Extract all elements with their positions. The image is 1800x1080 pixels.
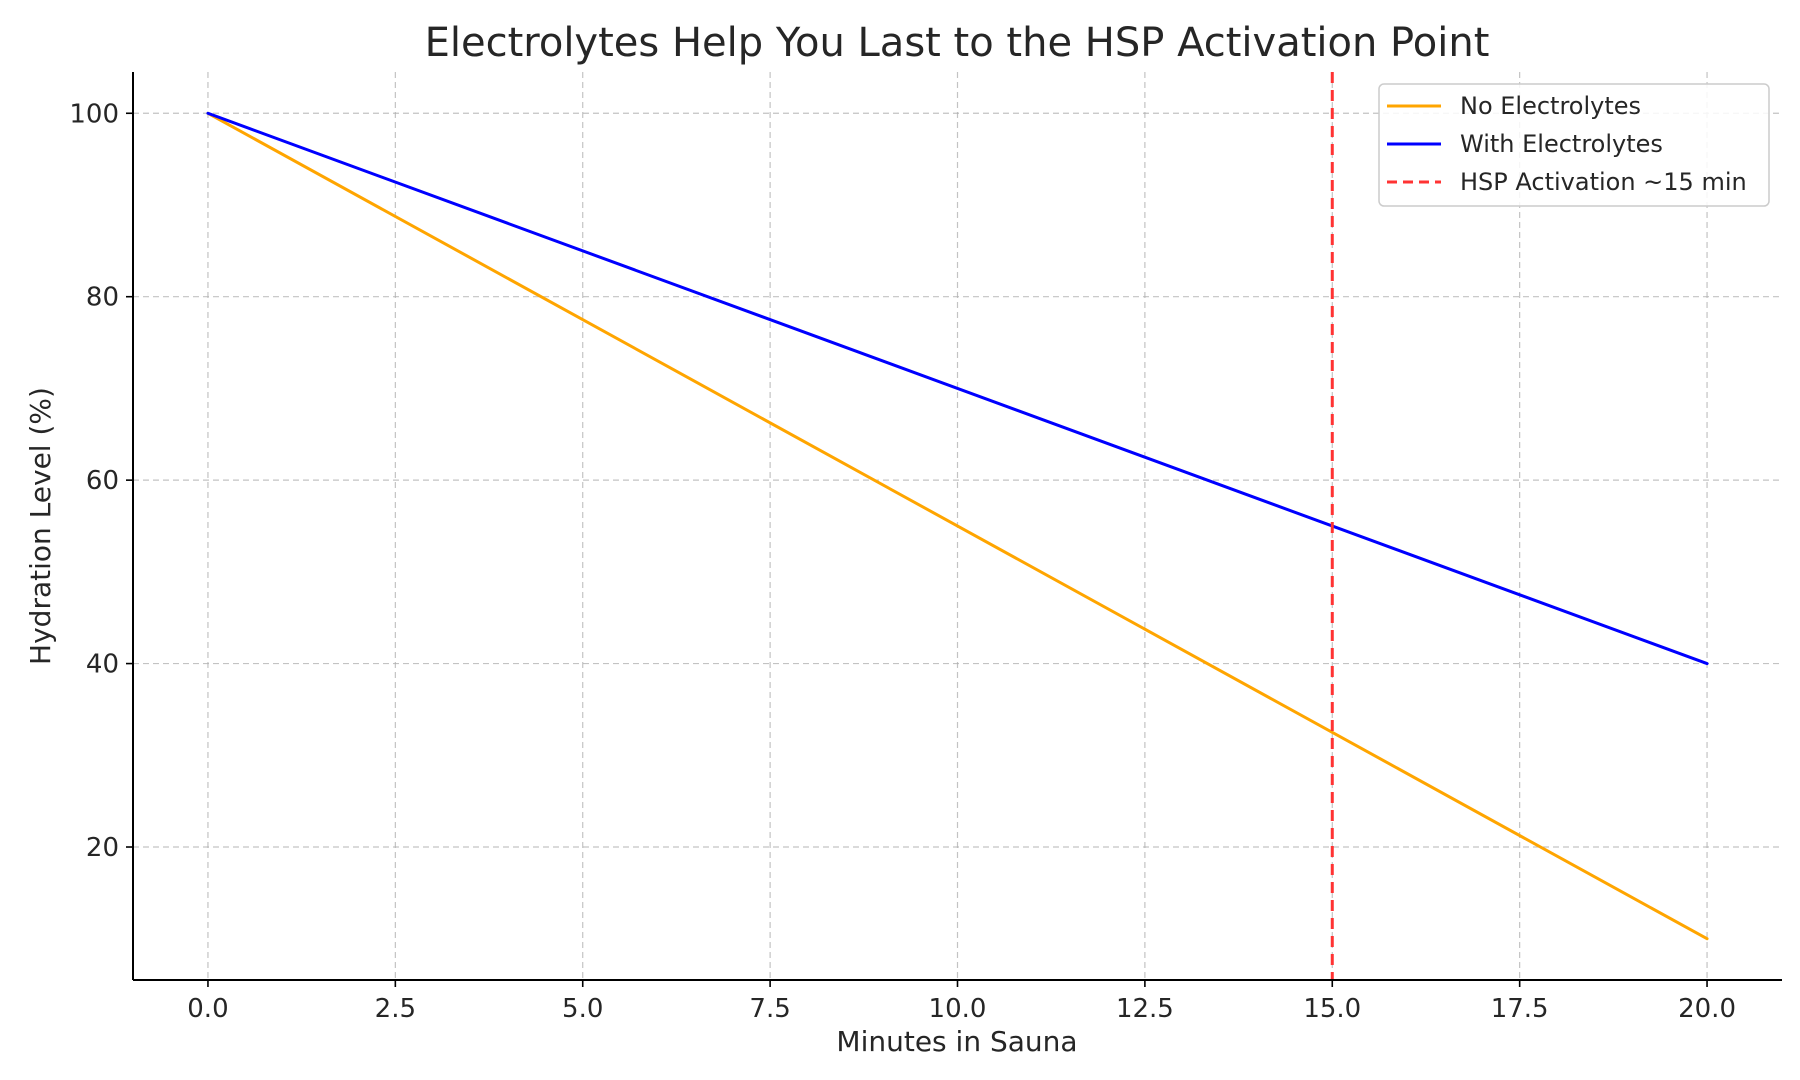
y-tick-label: 80	[86, 283, 119, 313]
x-axis-label: Minutes in Sauna	[836, 1025, 1077, 1058]
legend: No Electrolytes With Electrolytes HSP Ac…	[1378, 83, 1770, 207]
series-line-no-electrolytes	[206, 111, 1709, 941]
y-tick-label: 40	[86, 650, 119, 680]
x-tick-label: 20.0	[1678, 994, 1736, 1024]
y-tick-label: 100	[69, 99, 119, 129]
y-axis-label: Hydration Level (%)	[24, 387, 57, 665]
legend-box	[1378, 83, 1770, 207]
legend-label-hsp-activation: HSP Activation ~15 min	[1460, 168, 1747, 196]
series-lines	[206, 72, 1709, 980]
x-tick-label: 5.0	[562, 994, 603, 1024]
chart-title: Electrolytes Help You Last to the HSP Ac…	[425, 20, 1490, 66]
x-tick-label: 0.0	[187, 994, 228, 1024]
legend-label-with-electrolytes: With Electrolytes	[1460, 130, 1663, 158]
ticks: 0.0 2.5 5.0 7.5 10.0 12.5 15.0 17.5 20.0 20 40 60 80…	[69, 99, 1736, 1024]
x-tick-label: 15.0	[1303, 994, 1361, 1024]
x-tick-label: 17.5	[1491, 994, 1549, 1024]
x-tick-label: 7.5	[749, 994, 790, 1024]
y-tick-label: 60	[86, 466, 119, 496]
x-tick-label: 12.5	[1116, 994, 1174, 1024]
x-tick-label: 10.0	[929, 994, 987, 1024]
series-line-with-electrolytes	[206, 111, 1709, 666]
legend-label-no-electrolytes: No Electrolytes	[1460, 92, 1641, 120]
x-tick-label: 2.5	[375, 994, 416, 1024]
y-tick-label: 20	[86, 833, 119, 863]
